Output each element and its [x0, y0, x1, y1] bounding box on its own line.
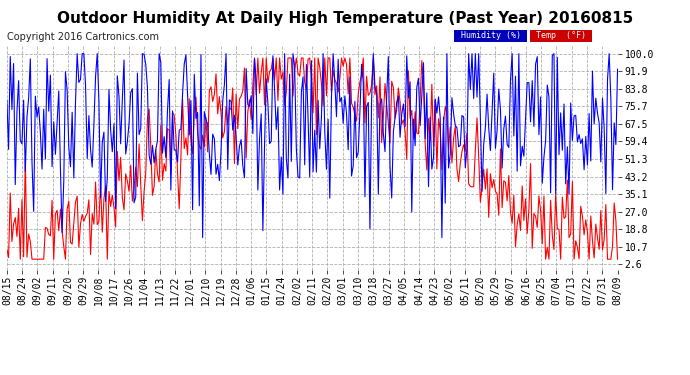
Text: Humidity (%): Humidity (%) [455, 32, 526, 40]
Text: Temp  (°F): Temp (°F) [531, 32, 591, 40]
Text: Copyright 2016 Cartronics.com: Copyright 2016 Cartronics.com [7, 32, 159, 42]
Text: Outdoor Humidity At Daily High Temperature (Past Year) 20160815: Outdoor Humidity At Daily High Temperatu… [57, 11, 633, 26]
